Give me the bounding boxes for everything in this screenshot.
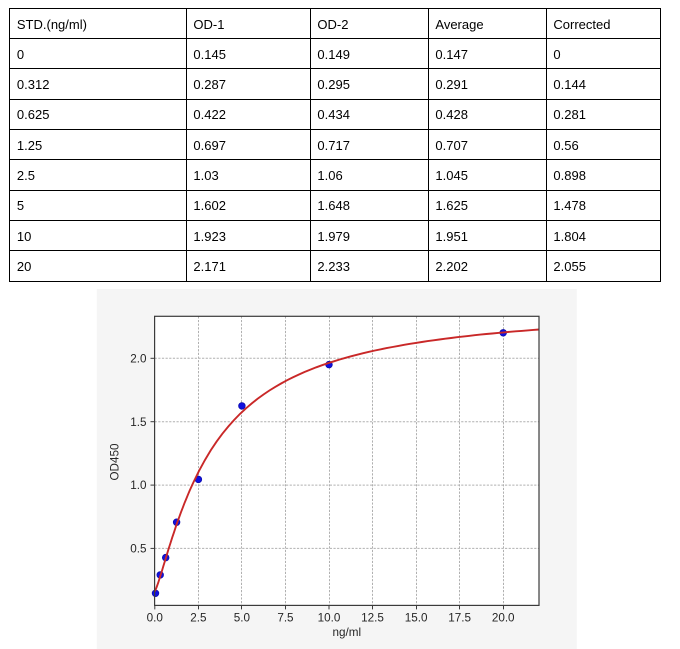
svg-text:OD450: OD450 (109, 443, 122, 481)
svg-text:10.0: 10.0 (318, 611, 341, 624)
svg-text:ng/ml: ng/ml (333, 626, 362, 639)
svg-text:7.5: 7.5 (277, 611, 294, 624)
svg-text:20.0: 20.0 (492, 611, 515, 624)
svg-text:1.0: 1.0 (130, 479, 147, 492)
svg-text:15.0: 15.0 (405, 611, 428, 624)
svg-text:12.5: 12.5 (361, 611, 384, 624)
svg-text:1.5: 1.5 (130, 416, 147, 429)
svg-text:0.5: 0.5 (130, 543, 147, 556)
svg-text:5.0: 5.0 (234, 611, 251, 624)
svg-text:0.0: 0.0 (147, 611, 164, 624)
svg-text:2.0: 2.0 (130, 352, 147, 365)
svg-text:2.5: 2.5 (190, 611, 207, 624)
svg-text:17.5: 17.5 (448, 611, 471, 624)
